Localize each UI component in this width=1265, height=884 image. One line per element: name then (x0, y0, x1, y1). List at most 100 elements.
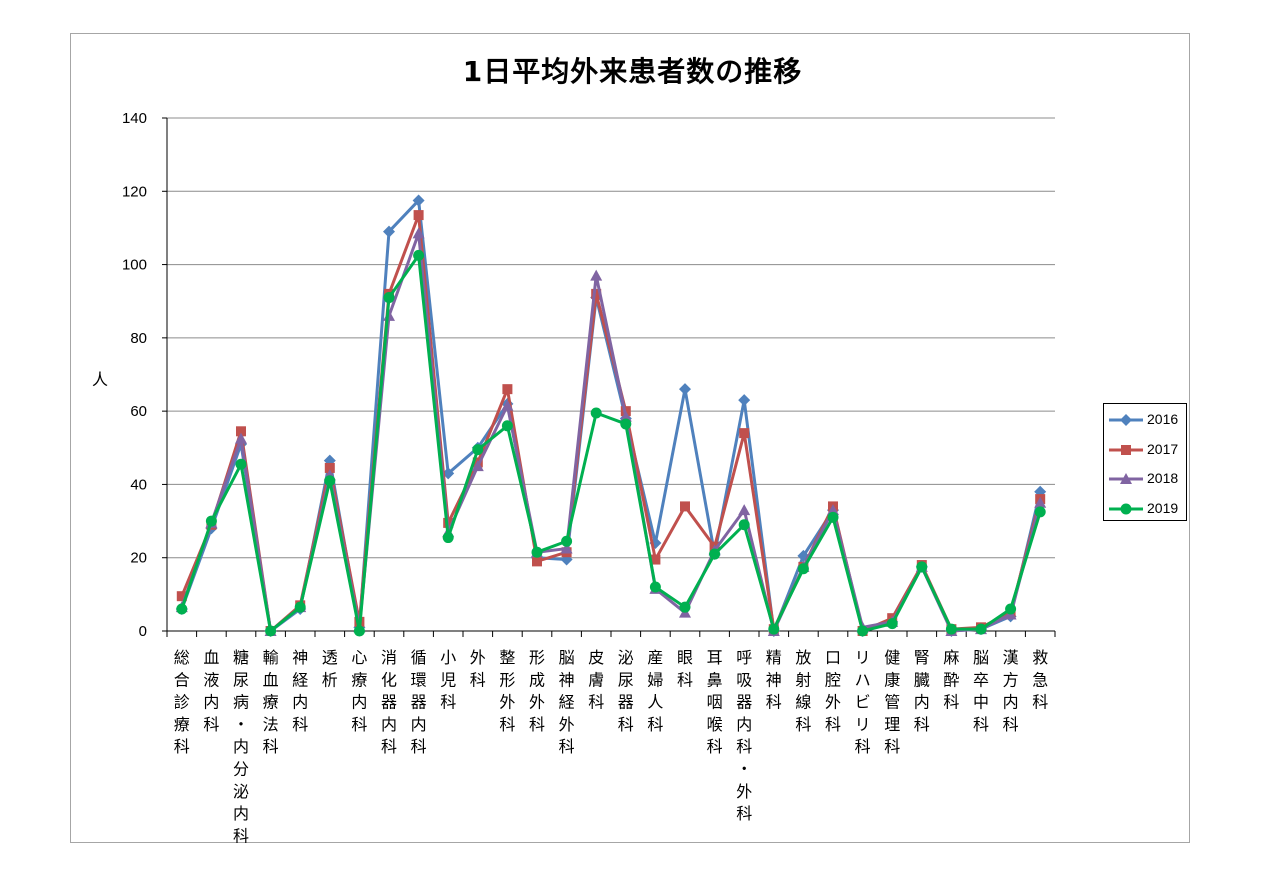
data-point-2019 (501, 420, 513, 432)
data-point-2019 (827, 511, 839, 523)
y-tick-label: 120 (122, 183, 147, 200)
legend-marker (1120, 473, 1132, 484)
data-point-2018 (1034, 496, 1047, 508)
legend-item-2016: 2016 (1104, 410, 1188, 430)
legend-swatch (1109, 414, 1143, 426)
y-tick-label: 140 (122, 110, 147, 127)
x-category-label: 漢方内科 (1003, 648, 1019, 734)
legend-label: 2016 (1147, 411, 1179, 427)
data-point-2017 (413, 210, 424, 221)
legend-label: 2019 (1147, 499, 1179, 516)
data-point-2018 (235, 432, 247, 444)
x-category-label: 脳神経外科 (559, 648, 575, 756)
legend-swatch (1109, 444, 1143, 455)
data-point-2017 (176, 591, 187, 602)
x-category-label: 小児科 (440, 648, 456, 712)
x-category-label: 耳鼻咽喉科 (707, 648, 723, 756)
data-point-2018 (619, 410, 632, 422)
data-point-2019 (620, 418, 632, 430)
x-category-label: 外科 (470, 648, 486, 689)
data-point-2019 (383, 292, 395, 304)
data-point-2019 (886, 618, 898, 630)
x-category-label: 精神科 (766, 648, 782, 712)
x-category-label: 救急科 (1032, 648, 1048, 712)
x-category-label: 透析 (322, 648, 338, 689)
legend-marker (1120, 503, 1132, 514)
x-category-label: 消化器内科 (381, 648, 397, 756)
data-point-2019 (768, 623, 780, 635)
data-point-2017 (591, 288, 602, 299)
x-category-label: リハビリ科 (855, 648, 871, 756)
data-point-2017 (502, 384, 513, 395)
x-category-label: 整形外科 (499, 648, 515, 734)
data-point-2019 (797, 563, 809, 575)
data-point-2019 (738, 519, 750, 531)
x-category-label: 循環器内科 (411, 648, 427, 756)
legend-label: 2017 (1147, 440, 1179, 457)
data-point-2019 (176, 603, 188, 615)
data-point-2018 (827, 504, 839, 516)
y-tick-label: 100 (122, 257, 147, 274)
data-point-2019 (679, 601, 691, 613)
data-point-2019 (472, 444, 484, 456)
x-category-label: 麻酔科 (943, 648, 959, 712)
series-line-2019 (180, 253, 1042, 633)
data-point-2019 (561, 535, 573, 547)
data-point-2017 (680, 501, 690, 512)
y-tick-label: 0 (139, 623, 147, 640)
x-category-label: 輸血療法科 (263, 648, 279, 756)
legend-swatch (1109, 473, 1143, 484)
x-category-label: 眼科 (677, 648, 693, 689)
x-category-label: 脳卒中科 (973, 648, 989, 734)
y-tick-label: 60 (130, 403, 147, 420)
x-category-label: 泌尿器科 (618, 648, 634, 734)
data-point-2019 (590, 407, 602, 419)
x-category-label: 皮膚科 (588, 648, 604, 712)
x-category-label: 腎臓内科 (914, 648, 930, 734)
data-point-2019 (709, 548, 721, 560)
legend-marker (1121, 444, 1131, 455)
legend: 2016 2017 2018 2019 (1103, 403, 1187, 521)
data-point-2016 (679, 383, 691, 396)
data-point-2017 (532, 556, 542, 567)
data-point-2018 (412, 227, 425, 239)
data-point-2019 (857, 625, 869, 637)
data-point-2019 (235, 458, 247, 470)
legend-item-2018: 2018 (1104, 469, 1188, 489)
x-category-label: 心療内科 (351, 648, 367, 734)
data-point-2019 (1034, 506, 1046, 518)
y-axis-label: 人 (92, 370, 108, 389)
data-point-2017 (650, 554, 661, 565)
data-point-2019 (294, 601, 306, 613)
data-point-2019 (324, 475, 336, 487)
data-point-2016 (383, 225, 395, 238)
x-category-label: 形成外科 (529, 648, 545, 734)
data-point-2017 (739, 428, 750, 439)
data-point-2018 (560, 542, 573, 554)
x-category-label: 総合診療科 (174, 648, 190, 756)
y-tick-label: 40 (130, 476, 147, 493)
data-point-2019 (413, 249, 425, 261)
y-tick-label: 20 (130, 550, 147, 567)
data-point-2019 (649, 581, 661, 593)
x-category-label: 神経内科 (292, 648, 308, 734)
legend-item-2019: 2019 (1104, 499, 1188, 519)
x-category-label: 呼吸器内科・外科 (736, 648, 752, 823)
data-point-2017 (324, 462, 335, 473)
legend-item-2017: 2017 (1104, 440, 1188, 460)
data-point-2019 (531, 546, 543, 558)
data-point-2016 (738, 394, 751, 407)
data-point-2018 (590, 269, 603, 281)
legend-swatch (1109, 503, 1143, 514)
legend-marker (1120, 414, 1132, 426)
x-category-label: 放射線科 (795, 648, 811, 734)
data-point-2019 (265, 625, 277, 637)
series-line-2018 (180, 231, 1042, 633)
y-tick-label: 80 (130, 330, 147, 347)
chart-title: 1日平均外来患者数の推移 (462, 55, 803, 88)
data-point-2019 (916, 561, 928, 573)
data-point-2018 (738, 504, 751, 516)
data-point-2019 (442, 532, 454, 544)
data-point-2019 (205, 515, 217, 527)
